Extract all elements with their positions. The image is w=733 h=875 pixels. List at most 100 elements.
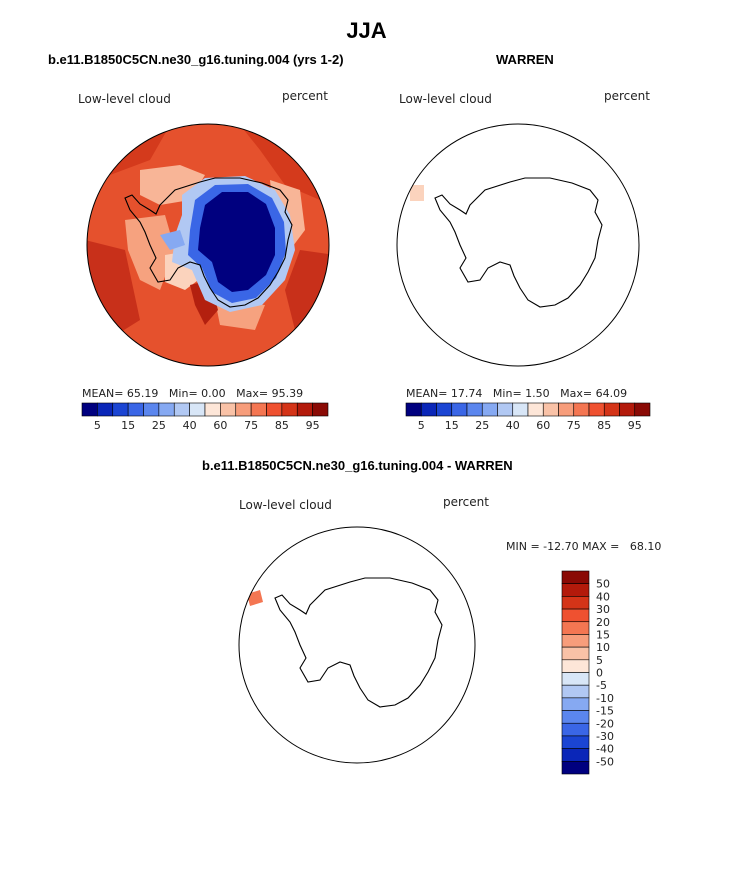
panel1-colorbar-label: 15 [121, 419, 135, 432]
panel1-colorbar-box [281, 402, 298, 417]
panel2-colorbar-box [542, 402, 559, 417]
panel3-colorbar-label: 30 [596, 603, 610, 616]
panel3-map-border [238, 526, 476, 764]
panel2-colorbar-label: 25 [475, 419, 489, 432]
panel2-colorbar-box [497, 402, 514, 417]
panel3-colorbar-label: -20 [596, 717, 614, 730]
panel2-colorbar-box [451, 402, 468, 417]
panel3-colorbar-box [561, 735, 590, 749]
panel3-colorbar-label: 40 [596, 590, 610, 603]
panel2-colorbar-box [603, 402, 620, 417]
panel2-colorbar-label: 40 [506, 419, 520, 432]
panel1-map [87, 124, 329, 366]
panel2-title: WARREN [496, 52, 554, 67]
panel1-colorbar-label: 85 [275, 419, 289, 432]
panel1-colorbar-box [158, 402, 175, 417]
panel3-title: b.e11.B1850C5CN.ne30_g16.tuning.004 - WA… [202, 458, 513, 473]
panel1-blue-patch [160, 230, 185, 250]
panel3-colorbar-box [561, 684, 590, 699]
panel1-title: b.e11.B1850C5CN.ne30_g16.tuning.004 (yrs… [48, 52, 344, 67]
panel1-colorbar-label: 75 [244, 419, 258, 432]
panel2-colorbar-box [573, 402, 590, 417]
panel1-colorbar-label: 25 [152, 419, 166, 432]
panel3-map [247, 590, 263, 606]
panel3-colorbar-label: -5 [596, 679, 607, 692]
panel2-mean-label: MEAN= [406, 387, 448, 400]
panel2-colorbar-box [481, 402, 498, 417]
panel2-min-value: 1.50 [525, 387, 550, 400]
panel3-variable-label: Low-level cloud [239, 498, 332, 512]
panel2-antarctica-coastline [434, 177, 603, 308]
panel1-colorbar-box [235, 402, 252, 417]
panel2-max-label: Max= [560, 387, 593, 400]
panel1-colorbar: 5 15 25 40 60 75 85 95 [81, 402, 329, 432]
panel2-colorbar-box [619, 402, 636, 417]
panel3-colorbar-label: -50 [596, 755, 614, 768]
panel3-colorbar-box [561, 761, 590, 775]
panel3-small-patch [247, 590, 263, 606]
panel2-stats: MEAN= 17.74 Min= 1.50 Max= 64.09 [406, 387, 627, 400]
page-title: JJA [346, 18, 387, 43]
panel3-colorbar-box [561, 596, 590, 610]
panel2-colorbar-box [405, 402, 422, 417]
panel1-max-label: Max= [236, 387, 269, 400]
panel1-colorbar-box [189, 402, 206, 417]
panel3-colorbar-label: 20 [596, 616, 610, 629]
panel1-colorbar-box [112, 402, 129, 417]
panel1-colorbar-label: 60 [213, 419, 227, 432]
panel1-colorbar-box [143, 402, 160, 417]
panel1-mid-patch-2 [125, 215, 175, 290]
panel3-colorbar-box [561, 646, 590, 661]
panel2-colorbar-label: 15 [445, 419, 459, 432]
panel1-colorbar-box [250, 402, 267, 417]
panel1-map-border [86, 123, 330, 367]
panel3-colorbar-label: -40 [596, 743, 614, 756]
panel1-colorbar-label: 95 [306, 419, 320, 432]
panel1-colorbar-box [266, 402, 283, 417]
panel2-units-label: percent [604, 89, 650, 103]
panel3-colorbar-label: -10 [596, 692, 614, 705]
panel1-colorbar-label: 5 [94, 419, 101, 432]
panel2-colorbar-box [588, 402, 605, 417]
panel1-min-label: Min= [168, 387, 198, 400]
panel3-colorbar-label: 10 [596, 641, 610, 654]
panel3-colorbar-box [561, 672, 590, 686]
panel2-colorbar-box [634, 402, 651, 417]
panel2-colorbar-label: 75 [567, 419, 581, 432]
panel1-max-value: 95.39 [271, 387, 304, 400]
panel3-colorbar-box [561, 608, 590, 623]
panel2-colorbar-box [466, 402, 483, 417]
panel3-colorbar-box [561, 697, 590, 711]
panel2-colorbar-label: 95 [628, 419, 642, 432]
panel2-colorbar-label: 5 [418, 419, 425, 432]
panel3-antarctica-coastline [274, 577, 443, 708]
panel1-units-label: percent [282, 89, 328, 103]
panel3-colorbar-box [561, 583, 590, 597]
panel1-colorbar-box [312, 402, 329, 417]
panel2-map-border [396, 123, 640, 367]
panel3-colorbar-box [561, 621, 590, 635]
panel1-mean-label: MEAN= [82, 387, 124, 400]
panel1-colorbar-box [173, 402, 190, 417]
panel1-stats: MEAN= 65.19 Min= 0.00 Max= 95.39 [82, 387, 303, 400]
panel1-variable-label: Low-level cloud [78, 92, 171, 106]
panel2-min-label: Min= [492, 387, 522, 400]
panel3-colorbar-box [561, 659, 590, 673]
panel1-colorbar-box [81, 402, 98, 417]
panel3-colorbar-box [561, 570, 590, 584]
panel2-mean-value: 17.74 [450, 387, 483, 400]
panel3-colorbar-label: 5 [596, 654, 603, 667]
panel2-colorbar-box [436, 402, 453, 417]
panel3-colorbar-label: -30 [596, 730, 614, 743]
panel2-colorbar-box [558, 402, 575, 417]
panel2-colorbar-box [527, 402, 544, 417]
panel2-colorbar-box [420, 402, 437, 417]
panel2-variable-label: Low-level cloud [399, 92, 492, 106]
panel3-colorbar-label: 0 [596, 667, 603, 680]
panel1-colorbar-label: 40 [183, 419, 197, 432]
panel2-colorbar-label: 60 [536, 419, 550, 432]
panel1-colorbar-box [204, 402, 221, 417]
panel3-colorbar-box [561, 710, 590, 724]
panel3-colorbar-label: 50 [596, 578, 610, 591]
